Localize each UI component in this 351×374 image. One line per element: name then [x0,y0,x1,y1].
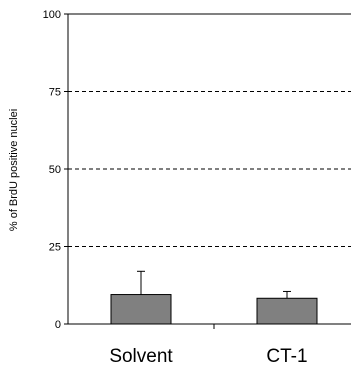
gridlines [68,91,351,247]
category-labels: Solvent CT-1 [109,346,307,367]
y-tick-label: 100 [43,9,61,21]
y-tick-label: 0 [55,319,61,331]
y-axis-title: % of BrdU positive nuclei [8,109,20,231]
error-bars [137,270,291,299]
y-ticks: 0 25 50 75 100 [43,9,68,331]
bar [110,294,172,325]
bars [110,294,318,325]
category-label: Solvent [109,346,173,367]
y-tick-label: 75 [49,87,61,99]
y-tick-label: 25 [49,242,61,254]
y-tick-label: 50 [49,164,61,176]
bar [256,297,318,325]
category-label: CT-1 [266,346,307,367]
